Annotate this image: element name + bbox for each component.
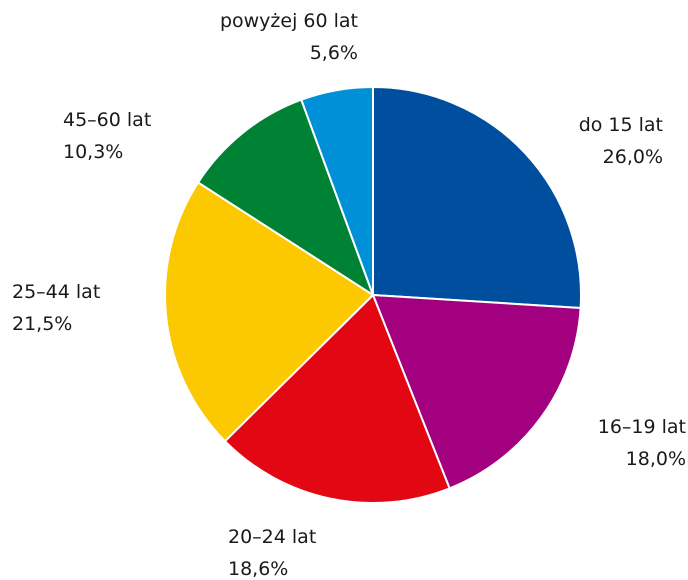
slice-label-2: 20–24 lat — [228, 526, 316, 548]
pie-labels: do 15 lat 26,0% 16–19 lat 18,0% 20–24 lat 18,… — [12, 10, 686, 580]
slice-label-5: powyżej 60 lat — [220, 10, 358, 32]
slice-label-1: 16–19 lat — [598, 416, 686, 438]
pie-slice-5 — [300, 86, 374, 296]
slice-label-4: 45–60 lat — [63, 109, 151, 131]
pie-slice-1 — [372, 294, 582, 490]
slice-value-label-0: 26,0% — [603, 146, 663, 168]
pie-slice-4 — [197, 98, 374, 296]
slice-value-label-3: 21,5% — [12, 313, 72, 335]
pie-slices — [164, 86, 582, 504]
slice-label-3: 25–44 lat — [12, 281, 100, 303]
slice-value-label-1: 18,0% — [626, 448, 686, 470]
pie-slice-2 — [224, 294, 451, 504]
slice-value-label-5: 5,6% — [310, 42, 358, 64]
slice-label-0: do 15 lat — [579, 114, 663, 136]
slice-value-label-4: 10,3% — [63, 141, 123, 163]
slice-value-label-2: 18,6% — [228, 558, 288, 580]
pie-slice-0 — [372, 86, 582, 310]
pie-slice-3 — [164, 181, 374, 443]
